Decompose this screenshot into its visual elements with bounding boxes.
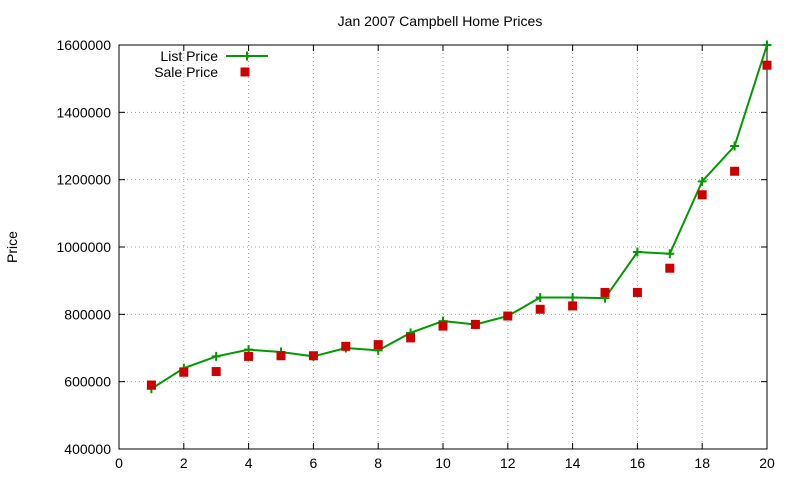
y-tick-label: 1000000 — [56, 239, 111, 255]
series-list-price — [146, 40, 772, 394]
y-tick-label: 1200000 — [56, 172, 111, 188]
data-point — [244, 351, 254, 361]
y-tick-label: 1400000 — [56, 104, 111, 120]
data-point — [632, 287, 642, 297]
data-point — [632, 247, 642, 257]
data-point — [697, 190, 707, 200]
x-tick-label: 12 — [500, 455, 516, 471]
data-point — [308, 351, 318, 361]
legend-marker-sample — [242, 51, 252, 61]
legend-label: List Price — [160, 48, 218, 64]
data-point — [341, 341, 351, 351]
data-point — [146, 380, 156, 390]
y-tick-label: 1600000 — [56, 37, 111, 53]
x-tick-label: 4 — [245, 455, 253, 471]
data-point — [276, 351, 286, 361]
data-point — [568, 301, 578, 311]
x-tick-label: 8 — [374, 455, 382, 471]
data-point — [535, 293, 545, 302]
data-point — [665, 263, 675, 273]
legend-label: Sale Price — [154, 64, 218, 80]
x-tick-label: 6 — [310, 455, 318, 471]
data-point — [730, 166, 740, 176]
legend-marker-sample — [240, 67, 250, 77]
x-tick-label: 2 — [180, 455, 188, 471]
data-point — [211, 367, 221, 377]
data-point — [373, 340, 383, 350]
data-point — [406, 333, 416, 343]
x-tick-label: 0 — [115, 455, 123, 471]
data-point — [762, 40, 772, 50]
grid-lines — [119, 45, 767, 449]
y-tick-label: 800000 — [64, 306, 111, 322]
y-axis-label: Price — [4, 231, 20, 263]
x-tick-label: 16 — [630, 455, 646, 471]
chart-title: Jan 2007 Campbell Home Prices — [338, 13, 543, 29]
y-tick-label: 600000 — [64, 374, 111, 390]
data-point — [470, 319, 480, 329]
x-tick-label: 10 — [435, 455, 451, 471]
series-sale-price — [146, 60, 772, 390]
data-point — [762, 60, 772, 70]
data-point — [438, 321, 448, 331]
data-point — [730, 141, 740, 151]
x-tick-label: 20 — [759, 455, 775, 471]
y-tick-label: 400000 — [64, 441, 111, 457]
axes: 0 2 4 6 8 10 12 14 16 18 20 400000 600000 800000 10000… — [56, 37, 775, 471]
series-line — [150, 44, 768, 390]
data-point — [179, 367, 189, 377]
data-point — [535, 304, 545, 314]
data-point — [600, 287, 610, 297]
data-point — [568, 293, 578, 302]
x-tick-label: 14 — [565, 455, 581, 471]
x-tick-label: 18 — [694, 455, 710, 471]
data-point — [211, 351, 221, 361]
data-series — [146, 40, 772, 394]
data-point — [503, 311, 513, 321]
data-point — [665, 249, 675, 259]
data-point — [697, 176, 707, 186]
